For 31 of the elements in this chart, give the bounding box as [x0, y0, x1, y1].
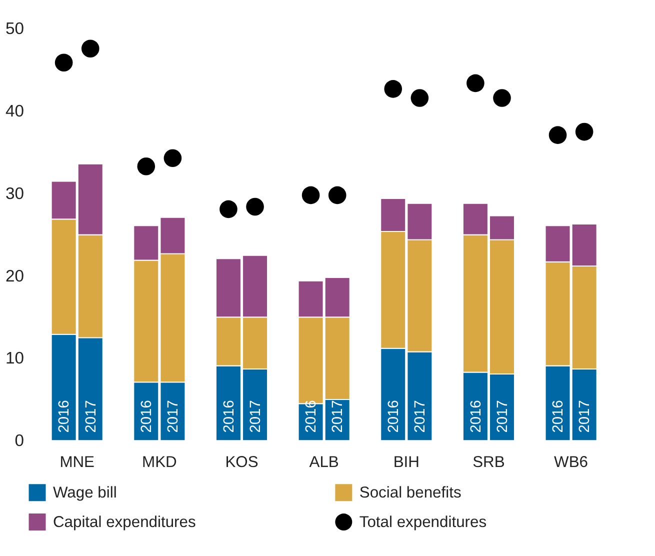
text: WB6: [554, 454, 588, 472]
y-tick-label: 30: [5, 184, 24, 203]
text: KOS: [225, 454, 258, 472]
x-tick-label: 2017: [412, 400, 429, 433]
x-tick-label: 2017: [577, 400, 594, 433]
text: ALB: [309, 454, 339, 472]
text: MNE: [60, 454, 95, 472]
x-tick-label: 2017: [166, 400, 182, 433]
x-tick-label: 2016: [304, 400, 320, 433]
legend-label: Wage bill: [52, 484, 117, 502]
x-tick-label: 2017: [248, 400, 264, 433]
y-tick-label: 40: [5, 102, 24, 121]
legend-label: Total expenditures: [359, 514, 487, 531]
y-tick-label: 0: [14, 431, 24, 450]
y-tick-label: 50: [5, 19, 24, 38]
legend-label: Capital expenditures: [52, 514, 196, 531]
x-tick-label: 2016: [468, 400, 484, 433]
text: MKD: [142, 454, 177, 472]
x-tick-label: 2016: [56, 400, 73, 433]
text: SRB: [472, 454, 505, 472]
x-tick-label: 2017: [83, 400, 100, 433]
x-tick-label: 2016: [139, 400, 156, 433]
legend-label: Social benefits: [359, 484, 462, 502]
y-tick-label: 10: [5, 348, 24, 368]
x-tick-label: 2016: [221, 400, 238, 433]
text: BIH: [393, 454, 420, 472]
x-tick-label: 2017: [494, 400, 511, 433]
x-tick-label: 2017: [330, 400, 346, 433]
x-tick-label: 2016: [386, 400, 402, 433]
x-tick-label: 2016: [550, 400, 567, 433]
y-tick-label: 20: [5, 266, 24, 286]
